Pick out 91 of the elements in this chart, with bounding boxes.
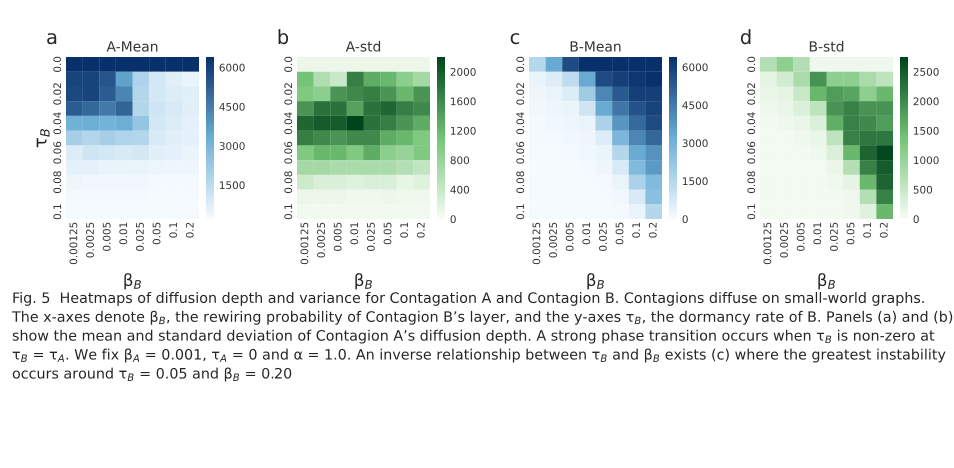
x-tick-label: 0.00125 xyxy=(69,222,78,264)
color-bar-label: 800 xyxy=(450,156,470,164)
chart-title: A-Mean xyxy=(106,41,158,52)
chart-title: A-std xyxy=(346,40,380,52)
color-bar-label: 0 xyxy=(450,215,456,224)
color-bar-label: 3000 xyxy=(682,139,708,148)
y-tick-label: 0.0 xyxy=(284,56,292,72)
y-tick-label: 0.02 xyxy=(284,83,292,105)
y-tick-label: 0.06 xyxy=(53,142,62,164)
text: d xyxy=(740,29,750,44)
y-tick-label: 0.02 xyxy=(516,83,524,105)
color-bar-label: 4500 xyxy=(219,102,245,111)
x-axis-title: β$_{B}$ xyxy=(124,273,141,290)
x-tick-label: 0.025 xyxy=(598,222,607,251)
x-tick-label: 0.05 xyxy=(152,222,160,244)
x-axis-title: β$_{B}$ xyxy=(587,273,604,290)
text: b xyxy=(278,29,288,44)
x-tick-label: 0.005 xyxy=(102,222,111,251)
x-tick-label: 0.2 xyxy=(648,222,657,238)
x-tick-label: 0.005 xyxy=(334,222,342,251)
x-tick-label: 0.0025 xyxy=(780,222,788,258)
text: Fig. 5 Heatmaps of diffusion depth and variance for Contagation A and Contagion B. Contagions diffuse on small-world graphs. The x-axes denote β$_{B}$, the rewiring probability of Contagion B’s layer, and the y-axes τ$_{B}$, the dormancy rate of B. Panels (a) and (b) show the mean and standard deviation of Contagion A’s diffusion depth. A strong phase transition occurs when τ$_{B}$ is non-zero at τ$_{B}$ = τ$_{A}$. We fix β$_{A}$ = 0.001, τ$_{A}$ = 0 and α = 1.0. An inverse relationship between τ$_{B}$ and β$_{B}$ exists (c) where the greatest instability occurs around τ$_{B}$ = 0.05 and β$_{B}$ = 0.20 xyxy=(12,292,952,382)
color-bar-label: 0 xyxy=(682,215,688,224)
x-tick-label: 0.05 xyxy=(846,222,854,244)
chart-title: B-Mean xyxy=(570,41,621,52)
color-bar-label: 1500 xyxy=(220,181,245,190)
color-bar-label: 2000 xyxy=(450,68,476,76)
x-tick-label: 0.2 xyxy=(880,222,888,238)
y-tick-label: 0.0 xyxy=(53,56,62,72)
text: c xyxy=(510,33,520,44)
x-tick-label: 0.0025 xyxy=(317,222,325,258)
color-bar-label: 3000 xyxy=(220,142,245,150)
y-tick-label: 0.04 xyxy=(284,112,292,134)
x-tick-label: 0.01 xyxy=(119,222,128,244)
y-tick-label: 0.06 xyxy=(284,142,292,164)
x-tick-label: 0.2 xyxy=(416,222,425,238)
y-tick-label: 0.0 xyxy=(747,56,756,72)
x-tick-label: 0.00125 xyxy=(300,222,308,264)
color-bar-label: 1200 xyxy=(451,126,476,135)
color-bar-label: 6000 xyxy=(682,63,708,72)
x-tick-label: 0.0025 xyxy=(86,222,94,258)
y-tick-label: 0.0 xyxy=(516,56,524,72)
y-tick-label: 0.02 xyxy=(53,83,62,105)
y-tick-label: 0.08 xyxy=(53,171,62,194)
x-tick-label: 0.025 xyxy=(366,222,375,251)
x-tick-label: 0.01 xyxy=(813,222,822,244)
x-tick-label: 0.025 xyxy=(136,222,144,251)
x-tick-label: 0.00125 xyxy=(532,222,540,264)
y-tick-label: 0.1 xyxy=(284,204,292,220)
color-bar-label: 2500 xyxy=(914,68,939,76)
y-tick-label: 0.06 xyxy=(747,142,756,164)
y-tick-label: 0.1 xyxy=(53,204,62,220)
y-tick-label: 0.08 xyxy=(284,171,292,194)
color-bar-label: 1500 xyxy=(914,126,939,135)
y-tick-label: 0.06 xyxy=(516,142,524,164)
color-bar-label: 4500 xyxy=(682,101,708,110)
x-tick-label: 0.1 xyxy=(169,222,178,238)
x-tick-label: 0.01 xyxy=(350,222,358,244)
y-tick-label: 0.04 xyxy=(516,112,524,134)
color-bar-label: 1000 xyxy=(914,156,939,164)
color-bar-label: 1600 xyxy=(451,97,476,106)
y-tick-label: 0.02 xyxy=(747,83,756,105)
x-tick-label: 0.005 xyxy=(566,222,574,251)
y-tick-label: 0.04 xyxy=(747,112,756,134)
x-tick-label: 0.2 xyxy=(186,222,194,238)
color-bar-label: 0 xyxy=(914,215,919,224)
chart-title: B-std xyxy=(810,40,844,52)
color-bar-label: 1500 xyxy=(683,177,708,186)
x-axis-title: β$_{B}$ xyxy=(818,273,835,290)
x-tick-label: 0.05 xyxy=(616,222,624,244)
x-tick-label: 0.1 xyxy=(400,222,408,238)
x-tick-label: 0.00125 xyxy=(763,222,772,264)
x-tick-label: 0.005 xyxy=(796,222,805,251)
x-tick-label: 0.01 xyxy=(582,222,590,244)
y-tick-label: 0.1 xyxy=(747,204,756,220)
y-tick-label: 0.08 xyxy=(747,171,756,194)
y-axis-title: τ$_{B}$ xyxy=(36,129,50,148)
x-axis-title: β$_{B}$ xyxy=(355,273,372,290)
x-tick-label: 0.0025 xyxy=(549,222,557,258)
color-bar-label: 2000 xyxy=(914,97,939,106)
text: a xyxy=(47,33,56,44)
y-tick-label: 0.08 xyxy=(516,171,524,194)
color-bar-label: 400 xyxy=(450,186,470,194)
color-bar-label: 500 xyxy=(914,186,932,194)
x-tick-label: 0.1 xyxy=(632,222,640,238)
color-bar-label: 6000 xyxy=(220,64,245,72)
x-tick-label: 0.025 xyxy=(830,222,838,251)
y-tick-label: 0.1 xyxy=(516,204,524,220)
y-tick-label: 0.04 xyxy=(53,112,62,134)
x-tick-label: 0.1 xyxy=(863,222,872,238)
x-tick-label: 0.05 xyxy=(384,222,392,244)
